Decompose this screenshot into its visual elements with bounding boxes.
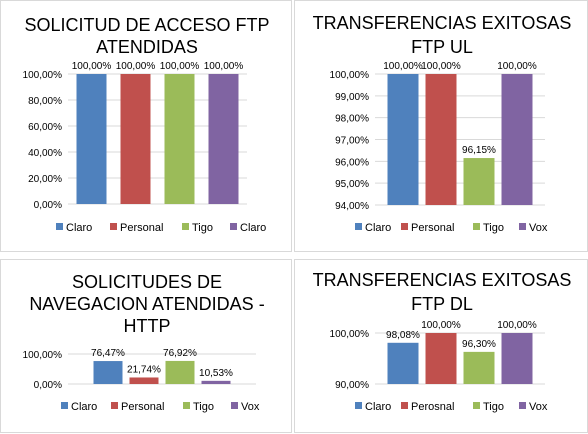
y-tick-label: 98,00% xyxy=(335,114,369,125)
bar xyxy=(93,361,123,384)
data-label: 100,00% xyxy=(421,320,461,331)
legend-label: Perosnal xyxy=(411,401,454,413)
data-label: 96,30% xyxy=(462,339,496,350)
chart-panel-http: SOLICITUDES DE NAVEGACION ATENDIDAS - HTTP… xyxy=(0,259,292,433)
y-tick-label: 60,00% xyxy=(28,122,62,133)
legend-label: Tigo xyxy=(193,401,214,413)
chart-title: ATENDIDAS xyxy=(96,37,198,57)
legend-swatch xyxy=(519,223,526,230)
legend-swatch xyxy=(111,402,118,409)
bar xyxy=(425,333,457,384)
legend-label: Vox xyxy=(529,401,548,413)
legend-swatch xyxy=(473,402,480,409)
bar xyxy=(120,74,151,204)
bar xyxy=(501,74,533,205)
y-tick-label: 99,00% xyxy=(335,92,369,103)
bar xyxy=(129,377,159,384)
legend-label: Tigo xyxy=(192,222,213,234)
chart-title: FTP UL xyxy=(411,37,473,57)
chart-title: FTP DL xyxy=(411,294,473,314)
data-label: 21,74% xyxy=(127,364,161,375)
legend-swatch xyxy=(183,402,190,409)
chart-ftp-ul: TRANSFERENCIAS EXITOSAS FTP UL 94,00% 95,00… xyxy=(313,13,572,234)
chart-title: HTTP xyxy=(124,316,171,336)
legend-label: Vox xyxy=(241,401,260,413)
y-tick-label: 95,00% xyxy=(335,179,369,190)
data-label: 76,47% xyxy=(91,348,125,359)
y-tick-label: 20,00% xyxy=(28,174,62,185)
chart-title: NAVEGACION ATENDIDAS - xyxy=(29,294,264,314)
legend-label: Vox xyxy=(529,222,548,234)
legend-label: Claro xyxy=(71,401,97,413)
chart-title: SOLICITUDES DE xyxy=(72,272,222,292)
bar xyxy=(208,74,239,204)
bar xyxy=(76,74,107,204)
legend-label: Personal xyxy=(121,401,164,413)
legend-label: Personal xyxy=(411,222,454,234)
y-tick-label: 100,00% xyxy=(23,70,63,81)
bar xyxy=(387,342,419,384)
bar xyxy=(165,360,195,384)
chart-title: TRANSFERENCIAS EXITOSAS xyxy=(313,270,572,290)
data-label: 100,00% xyxy=(160,61,200,72)
data-label: 100,00% xyxy=(72,61,112,72)
y-tick-label: 80,00% xyxy=(28,96,62,107)
y-tick-label: 96,00% xyxy=(335,157,369,168)
chart-panel-ftp-ul: TRANSFERENCIAS EXITOSAS FTP UL 94,00% 95,00… xyxy=(294,0,588,252)
legend-swatch xyxy=(56,223,63,230)
legend-swatch xyxy=(230,223,237,230)
data-label: 100,00% xyxy=(383,61,423,72)
data-label: 100,00% xyxy=(497,61,537,72)
data-label: 100,00% xyxy=(204,61,244,72)
chart-panel-ftp-dl: TRANSFERENCIAS EXITOSAS FTP DL 90,00% 100,0… xyxy=(294,259,588,433)
legend-swatch xyxy=(519,402,526,409)
y-tick-label: 100,00% xyxy=(23,350,63,361)
y-tick-label: 94,00% xyxy=(335,201,369,212)
legend-label: Personal xyxy=(120,222,163,234)
data-label: 96,15% xyxy=(462,145,496,156)
data-label: 98,08% xyxy=(386,330,420,341)
legend-swatch xyxy=(355,402,362,409)
y-tick-label: 100,00% xyxy=(330,329,370,340)
bar xyxy=(201,380,231,384)
legend-swatch xyxy=(401,223,408,230)
data-label: 76,92% xyxy=(163,348,197,359)
legend-swatch xyxy=(61,402,68,409)
bar xyxy=(425,74,457,205)
legend-swatch xyxy=(110,223,117,230)
legend-swatch xyxy=(182,223,189,230)
chart-title: SOLICITUD DE ACCESO FTP xyxy=(24,15,269,35)
legend-label: Tigo xyxy=(483,222,504,234)
legend-label: Claro xyxy=(365,222,391,234)
y-tick-label: 97,00% xyxy=(335,136,369,147)
bar xyxy=(463,158,495,205)
bar xyxy=(387,74,419,205)
data-label: 100,00% xyxy=(116,61,156,72)
legend-swatch xyxy=(355,223,362,230)
legend-swatch xyxy=(473,223,480,230)
y-tick-label: 0,00% xyxy=(34,200,62,211)
y-tick-label: 100,00% xyxy=(330,70,370,81)
legend-label: Claro xyxy=(365,401,391,413)
y-tick-label: 40,00% xyxy=(28,148,62,159)
legend-label: Claro xyxy=(240,222,266,234)
legend-swatch xyxy=(401,402,408,409)
legend-label: Tigo xyxy=(483,401,504,413)
chart-ftp-dl: TRANSFERENCIAS EXITOSAS FTP DL 90,00% 100,0… xyxy=(313,270,572,413)
y-tick-label: 0,00% xyxy=(34,380,62,391)
data-label: 100,00% xyxy=(497,320,537,331)
chart-title: TRANSFERENCIAS EXITOSAS xyxy=(313,13,572,33)
bar xyxy=(164,74,195,204)
bar xyxy=(501,333,533,384)
data-label: 100,00% xyxy=(421,61,461,72)
bar xyxy=(463,351,495,384)
legend-label: Claro xyxy=(66,222,92,234)
chart-panel-ftp-access: SOLICITUD DE ACCESO FTP ATENDIDAS 0,00% 20,… xyxy=(0,0,292,252)
y-tick-label: 90,00% xyxy=(335,380,369,391)
legend-swatch xyxy=(231,402,238,409)
data-label: 10,53% xyxy=(199,368,233,379)
